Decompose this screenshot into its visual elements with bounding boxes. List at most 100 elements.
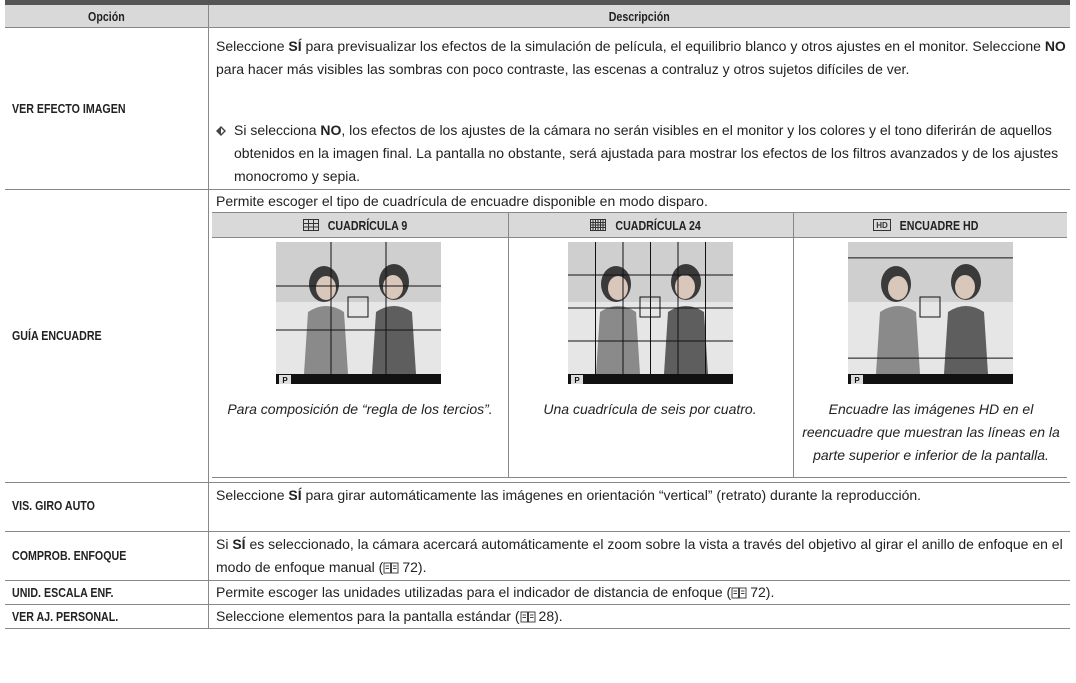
row-line [5,189,1070,190]
option-label: UNID. ESCALA ENF. [12,585,114,600]
caption: Para composición de “regla de los tercio… [227,401,493,417]
choice-label: ENCUADRE HD [899,217,979,233]
choice-header: CUADRÍCULA 9 [212,213,508,237]
bold-text: NO [320,122,342,138]
photo-trees [276,242,441,302]
sub-bottom-line [212,477,1067,478]
screen: P [568,242,733,385]
mode-label: P [282,376,288,385]
book-icon [520,611,536,623]
person-right-face [955,275,975,299]
person-right-face [383,275,403,299]
text: , los efectos de los ajustes de la cámar… [234,122,1059,184]
description: Si SÍ es seleccionado, la cámara acercar… [216,533,1066,579]
mode-box [851,375,863,384]
focus-frame [347,296,369,318]
mode-box [571,375,583,384]
intro: Permite escoger el tipo de cuadrícula de… [216,193,708,209]
mode-label: P [574,376,580,385]
header-description: Descripción [608,8,670,24]
text: Si selecciona [234,122,321,138]
screen-image: P [568,242,733,397]
focus-frame [919,296,941,318]
header-row [5,5,1070,28]
person-left-face [316,276,336,300]
option-label: VER EFECTO IMAGEN [12,101,126,116]
sub-column-line [793,212,794,478]
choice-label: CUADRÍCULA 9 [328,217,408,233]
header-option: Opción [88,8,125,24]
mode-box [279,375,291,384]
svg-text:HD: HD [876,221,888,230]
book-icon [383,562,399,574]
grid-icon [303,219,320,231]
person-left-face [888,276,908,300]
column-line [208,5,209,629]
row-line [5,604,1070,605]
sub-column-line [508,212,509,478]
row-line [5,628,1070,629]
status-bar [848,374,1013,384]
row-line [5,482,1070,483]
bold-text: SÍ [232,536,246,552]
sub-header [212,212,1067,238]
bold-text: SÍ [288,38,302,54]
hd-icon: HD [872,219,891,231]
text: para hacer más visibles las sombras con … [216,61,910,77]
description: Permite escoger las unidades utilizadas … [216,581,1066,604]
description: Seleccione SÍ para previsualizar los efe… [216,35,1066,81]
description: Seleccione elementos para la pantalla es… [216,605,1066,628]
choice-header: CUADRÍCULA 24 [508,213,793,237]
screen: P [276,242,441,385]
text: Si [216,536,233,552]
screen-image: P [848,242,1013,397]
top-bar [5,0,1070,5]
row-line [5,580,1070,581]
header-cell: Opción [5,5,208,27]
text: para previsualizar los efectos de la sim… [301,38,1045,54]
screen: P [848,242,1013,385]
text: ). [765,584,775,600]
grid-icon [590,219,607,231]
bold-text: NO [1044,38,1066,54]
page-ref: 72 [750,584,766,600]
person-left-body [876,306,920,374]
note-icon [216,126,226,136]
option-label: COMPROB. ENFOQUE [12,548,127,563]
bold-text: SÍ [288,487,302,503]
mode-label: P [854,376,860,385]
description: Seleccione SÍ para girar automáticamente… [216,484,1066,507]
text: Seleccione [216,487,289,503]
person-left-body [304,306,348,374]
choice-label: CUADRÍCULA 24 [615,217,702,233]
person-right-body [664,306,708,374]
option-label: VER AJ. PERSONAL. [12,609,119,624]
status-bar [276,374,441,384]
screen-image: P [276,242,441,397]
text: para girar automáticamente las imágenes … [301,487,922,503]
photo-trees [848,242,1013,302]
person-left-body [596,306,640,374]
person-right-face [675,275,695,299]
text: ). [417,559,427,575]
text: es seleccionado, la cámara acercará auto… [216,536,1063,575]
person-left-face [608,276,628,300]
text: Seleccione elementos para la pantalla es… [216,608,520,624]
caption: Encuadre las imágenes HD en el reencuadr… [802,401,1060,463]
note: Si selecciona NO, los efectos de los aju… [234,119,1064,188]
option-label: VIS. GIRO AUTO [12,498,95,513]
header-cell: Descripción [208,5,1070,27]
book-icon [731,587,747,599]
page-ref: 72 [402,559,418,575]
text: ). [554,608,563,624]
status-bar [568,374,733,384]
person-right-body [944,306,988,374]
page-ref: 28 [538,608,555,624]
person-right-body [372,306,416,374]
option-label: GUÍA ENCUADRE [12,328,102,343]
caption: Una cuadrícula de seis por cuatro. [543,401,757,417]
choice-header: HD ENCUADRE HD [793,213,1067,237]
text: Seleccione [216,38,289,54]
text: Permite escoger las unidades utilizadas … [216,584,732,600]
